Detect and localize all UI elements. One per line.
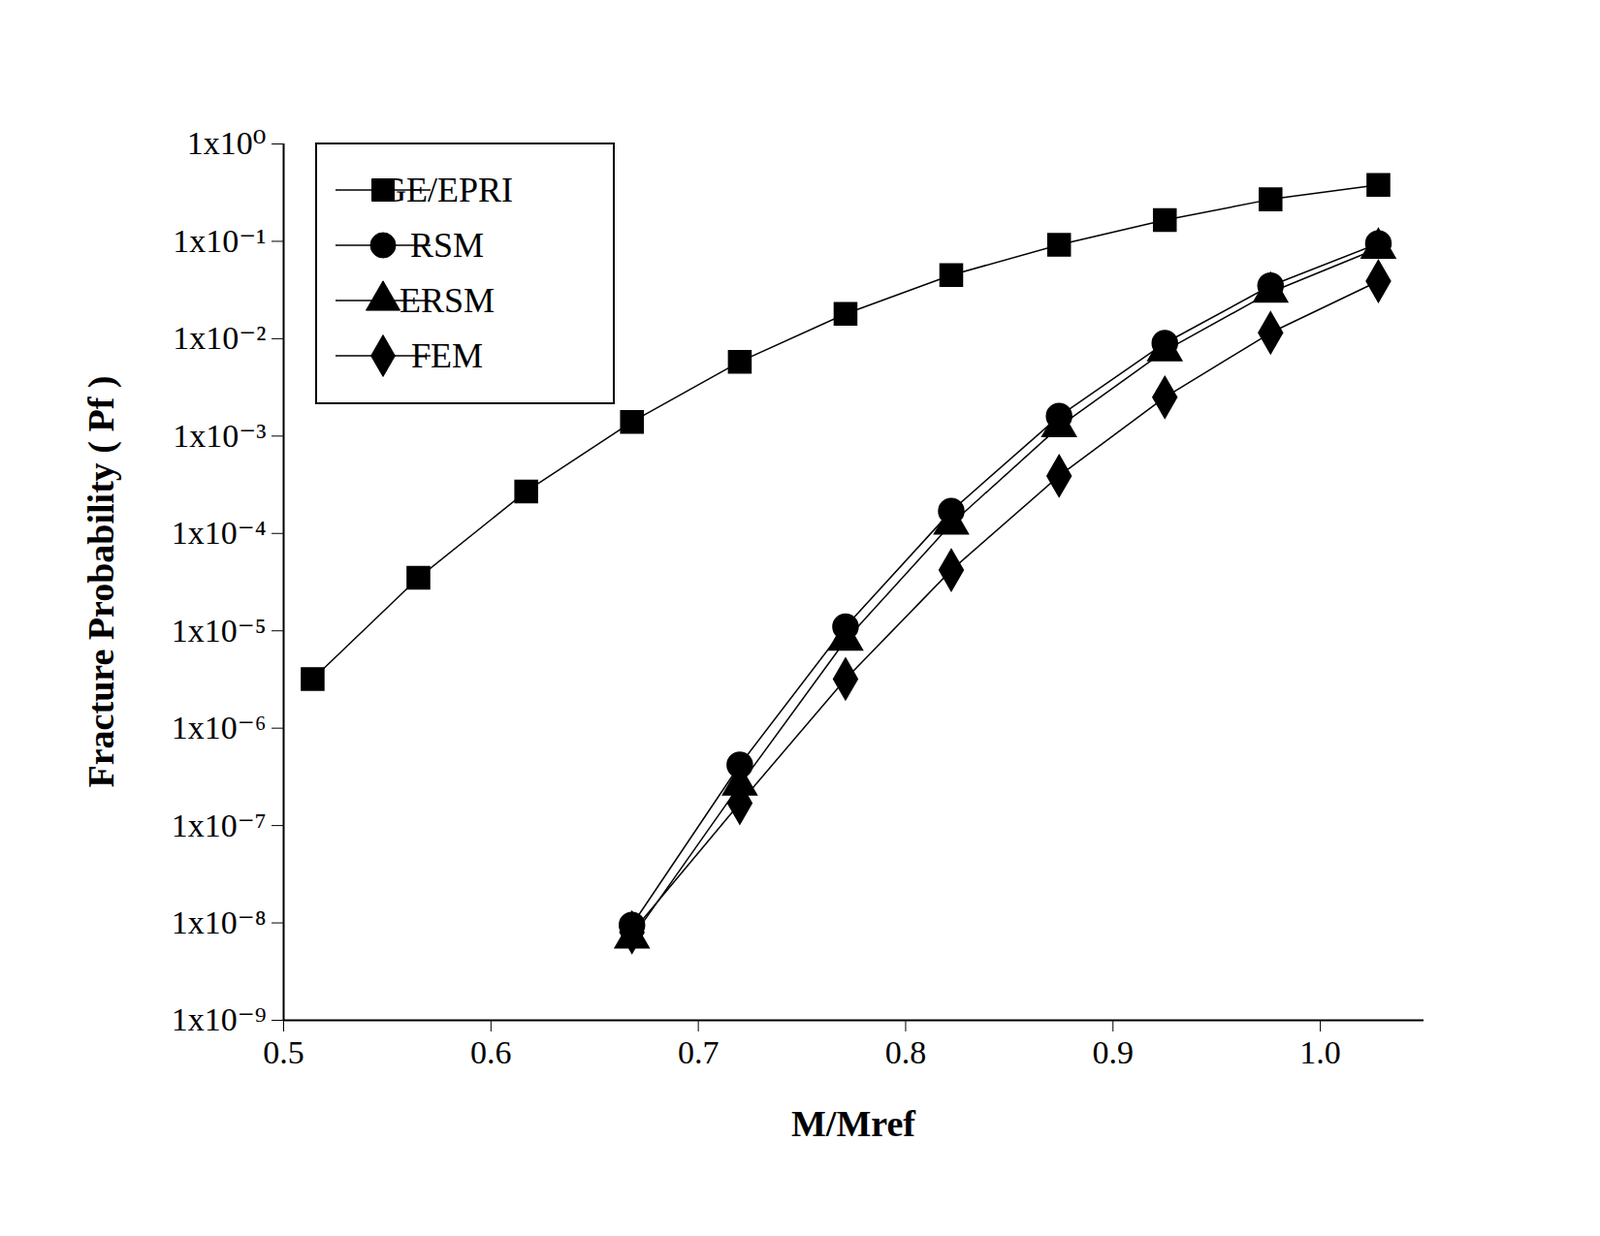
svg-text:1x10⁻⁵: 1x10⁻⁵ xyxy=(171,612,267,649)
svg-text:1x10⁻³: 1x10⁻³ xyxy=(172,417,266,454)
svg-text:0.9: 0.9 xyxy=(1092,1034,1135,1071)
svg-text:1x10⁰: 1x10⁰ xyxy=(187,125,267,161)
svg-text:1x10⁻⁶: 1x10⁻⁶ xyxy=(171,709,267,746)
svg-text:FEM: FEM xyxy=(411,336,483,376)
svg-text:M/Mref: M/Mref xyxy=(791,1103,917,1145)
svg-text:1x10⁻¹: 1x10⁻¹ xyxy=(172,223,266,259)
svg-text:0.5: 0.5 xyxy=(262,1034,305,1071)
svg-text:1x10⁻⁸: 1x10⁻⁸ xyxy=(171,904,267,941)
svg-text:0.7: 0.7 xyxy=(677,1034,720,1071)
svg-text:1x10⁻²: 1x10⁻² xyxy=(172,320,266,356)
svg-text:GE/EPRI: GE/EPRI xyxy=(381,170,513,210)
svg-text:1.0: 1.0 xyxy=(1299,1034,1342,1071)
svg-text:1x10⁻⁹: 1x10⁻⁹ xyxy=(171,1001,267,1038)
svg-text:1x10⁻⁴: 1x10⁻⁴ xyxy=(171,514,267,551)
svg-text:0.8: 0.8 xyxy=(885,1034,928,1071)
svg-text:0.6: 0.6 xyxy=(470,1034,512,1071)
svg-text:1x10⁻⁷: 1x10⁻⁷ xyxy=(171,806,267,843)
svg-text:RSM: RSM xyxy=(410,225,484,265)
svg-text:Fracture Probability ( Pf ): Fracture Probability ( Pf ) xyxy=(80,376,123,789)
svg-text:ERSM: ERSM xyxy=(399,281,495,320)
